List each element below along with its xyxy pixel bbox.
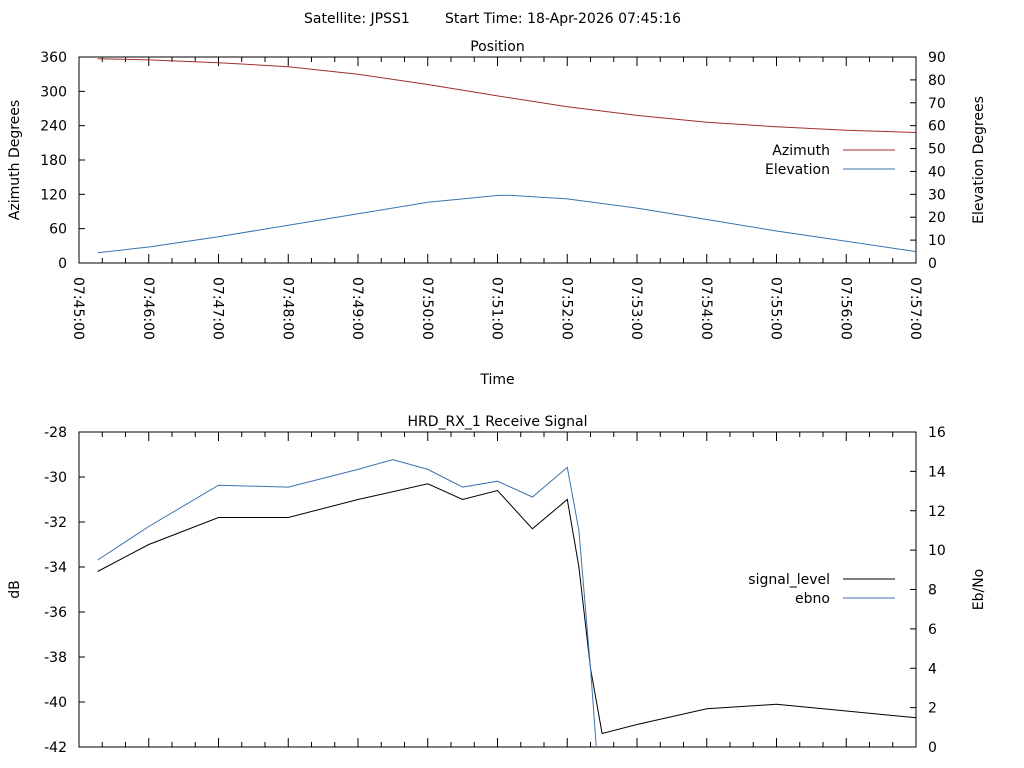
- chart-1-left-tick-label: 360: [40, 50, 67, 66]
- header-satellite-label: Satellite: JPSS1: [304, 11, 410, 27]
- chart-2-left-tick-label: -32: [44, 515, 67, 531]
- chart-2-left-tick-label: -36: [44, 605, 67, 621]
- chart-2-plot-frame: [78, 431, 917, 748]
- chart-1-series-Azimuth-line: [97, 58, 917, 133]
- chart-1-left-tick-label: 0: [58, 256, 67, 272]
- chart-1-x-tick-label: 07:45:00: [70, 277, 86, 340]
- chart-1-right-tick-label: 0: [928, 256, 937, 272]
- chart-2-right-tick-label: 8: [928, 583, 937, 599]
- chart-1-x-tick-label: 07:46:00: [140, 277, 156, 340]
- chart-1-x-tick-label: 07:50:00: [419, 277, 435, 340]
- chart-1-x-tick-label: 07:51:00: [489, 277, 505, 340]
- chart-2-legend-label-ebno: ebno: [795, 591, 830, 607]
- chart-2-left-tick-label: -28: [44, 425, 67, 441]
- chart-1-left-tick-label: 120: [40, 187, 67, 203]
- chart-1-right-tick-label: 20: [928, 210, 946, 226]
- chart-2-left-tick-label: -38: [44, 650, 67, 666]
- chart-1-right-tick-label: 60: [928, 119, 946, 135]
- position-chart: Position 0 60 120 180 240 300 360 0 10 20 30 40 50 60 7…: [7, 39, 987, 388]
- chart-1-right-axis-label: Elevation Degrees: [971, 96, 987, 224]
- chart-1-right-tick-label: 40: [928, 164, 946, 180]
- chart-2-left-tick-label: -42: [44, 740, 67, 756]
- chart-1-left-tick-label: 300: [40, 84, 67, 100]
- chart-1-x-tick-label: 07:47:00: [210, 277, 226, 340]
- chart-1-plot-frame: [78, 56, 917, 264]
- receive-signal-chart: HRD_RX_1 Receive Signal -42 -40 -38 -36 -34 -3…: [7, 414, 987, 756]
- chart-2-right-tick-label: 0: [928, 740, 937, 756]
- chart-1-right-tick-label: 80: [928, 73, 946, 89]
- chart-1-title: Position: [470, 39, 525, 55]
- chart-2-right-tick-label: 6: [928, 622, 937, 638]
- chart-1-x-tick-label: 07:54:00: [698, 277, 714, 340]
- chart-2-right-tick-label: 14: [928, 464, 946, 480]
- chart-2-series-signal_level-line: [97, 483, 917, 735]
- chart-2-left-tick-label: -40: [44, 695, 67, 711]
- chart-2-right-tick-label: 2: [928, 701, 937, 717]
- chart-2-right-tick-label: 4: [928, 661, 937, 677]
- chart-1-right-tick-label: 70: [928, 96, 946, 112]
- chart-1-legend-label-Elevation: Elevation: [765, 162, 830, 178]
- chart-1-legend-label-Azimuth: Azimuth: [772, 143, 830, 159]
- chart-1-left-tick-label: 60: [49, 222, 67, 238]
- header-start-time-label: Start Time: 18-Apr-2026 07:45:16: [445, 11, 681, 27]
- chart-2-right-tick-label: 16: [928, 425, 946, 441]
- chart-2-series-ebno-line: [97, 459, 597, 748]
- chart-1-right-tick-label: 50: [928, 142, 946, 158]
- chart-1-x-tick-label: 07:52:00: [558, 277, 574, 340]
- chart-1-left-tick-label: 180: [40, 153, 67, 169]
- chart-1-x-tick-label: 07:56:00: [837, 277, 853, 340]
- chart-1-right-tick-label: 30: [928, 187, 946, 203]
- chart-2-right-tick-label: 12: [928, 504, 946, 520]
- chart-2-title: HRD_RX_1 Receive Signal: [408, 414, 588, 430]
- chart-2-left-tick-label: -34: [44, 560, 67, 576]
- chart-2-right-tick-label: 10: [928, 543, 946, 559]
- chart-1-x-tick-label: 07:49:00: [349, 277, 365, 340]
- chart-1-right-tick-label: 10: [928, 233, 946, 249]
- chart-1-x-tick-label: 07:48:00: [279, 277, 295, 340]
- chart-1-x-tick-label: 07:55:00: [768, 277, 784, 340]
- chart-1-x-tick-label: 07:57:00: [907, 277, 923, 340]
- chart-1-left-tick-label: 240: [40, 119, 67, 135]
- chart-1-series-Elevation-line: [97, 194, 917, 254]
- chart-1-x-tick-label: 07:53:00: [628, 277, 644, 340]
- chart-2-legend-label-signal_level: signal_level: [748, 572, 830, 588]
- chart-1-x-axis-label: Time: [479, 372, 514, 388]
- chart-1-left-axis-label: Azimuth Degrees: [7, 100, 23, 220]
- chart-2-left-tick-label: -30: [44, 470, 67, 486]
- chart-2-left-axis-label: dB: [7, 580, 23, 599]
- chart-2-right-axis-label: Eb/No: [971, 569, 987, 611]
- chart-1-right-tick-label: 90: [928, 50, 946, 66]
